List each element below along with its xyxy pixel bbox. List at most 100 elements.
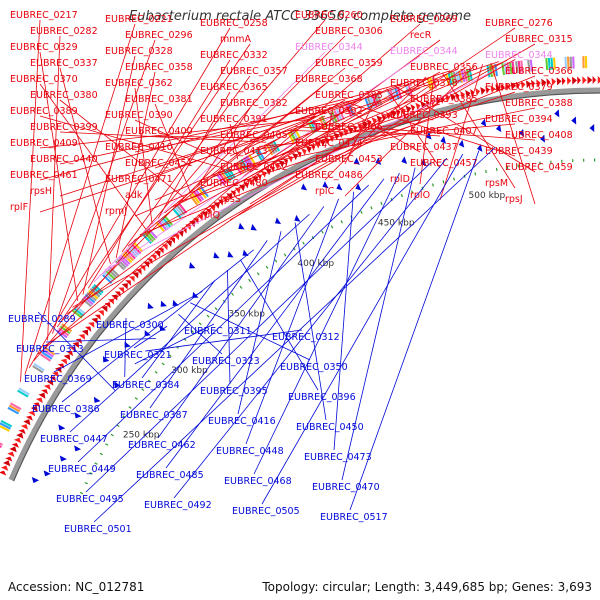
forward-gene-label: EUBREC_0381 (125, 94, 193, 105)
gene-category-block (391, 88, 398, 101)
reverse-gene-label: EUBREC_0473 (304, 452, 372, 463)
forward-gene-arrow (556, 77, 562, 86)
reverse-label-connector (245, 198, 340, 445)
forward-gene-arrow (230, 190, 236, 197)
forward-gene-label: EUBREC_0461 (10, 170, 78, 181)
reverse-gene-arrow (172, 299, 179, 307)
gene-category-block (84, 293, 96, 304)
forward-label-connector (295, 126, 441, 137)
forward-gene-label: rplC (315, 186, 335, 197)
gene-category-block (545, 58, 549, 71)
reverse-gene-arrow (238, 222, 245, 230)
gene-category-block (242, 157, 251, 169)
forward-label-connector (244, 115, 326, 156)
reverse-gene-arrow (571, 116, 577, 125)
reverse-gene-arrow (274, 217, 282, 225)
forward-gene-label: EUBREC_0394 (485, 114, 553, 125)
gene-category-block (7, 406, 20, 415)
forward-gene-label: EUBREC_0258 (200, 18, 268, 29)
forward-gene-label: rpsS (220, 194, 241, 205)
forward-label-connector (439, 64, 483, 201)
forward-gene-arrow (84, 326, 92, 332)
reverse-gene-arrow (250, 223, 257, 231)
reverse-label-connector (333, 191, 354, 451)
gene-category-block (8, 404, 21, 413)
forward-gene-arrow (213, 202, 220, 209)
forward-label-connector (37, 23, 421, 355)
forward-gene-label: EUBREC_0390 (105, 110, 173, 121)
reverse-label-connector (237, 231, 282, 415)
reverse-gene-label: EUBREC_0387 (120, 410, 188, 421)
ruler-minor-tick (256, 272, 260, 276)
forward-gene-arrow (46, 379, 54, 386)
reverse-gene-arrow (102, 356, 110, 363)
forward-gene-arrow (11, 442, 19, 448)
forward-gene-label: EUBREC_0424 (295, 138, 363, 149)
forward-label-connector (72, 43, 536, 308)
gene-category-block (118, 256, 129, 267)
forward-label-connector (324, 109, 334, 149)
forward-gene-arrow (265, 168, 272, 176)
forward-gene-arrow (3, 460, 11, 467)
gene-category-block (107, 268, 118, 279)
reverse-label-connector (149, 240, 268, 409)
gene-category-block (248, 154, 257, 166)
forward-label-connector (56, 43, 251, 328)
forward-gene-arrow (5, 456, 13, 462)
forward-gene-arrow (531, 79, 536, 88)
forward-label-connector (39, 115, 225, 169)
forward-gene-arrow (43, 384, 51, 391)
gene-category-block (396, 86, 403, 99)
forward-gene-arrow (30, 405, 38, 412)
gene-category-block (33, 362, 45, 372)
forward-gene-arrow (49, 376, 57, 382)
forward-gene-label: EUBREC_0480 (200, 178, 268, 189)
forward-gene-arrow (52, 371, 59, 378)
forward-label-connector (115, 71, 156, 258)
ruler-minor-tick (105, 443, 109, 446)
forward-label-connector (59, 70, 451, 197)
reverse-label-connector (133, 325, 168, 349)
forward-gene-label: EUBREC_0408 (505, 130, 573, 141)
accession-label: Accession: NC_012781 (8, 580, 145, 594)
reverse-gene-label: EUBREC_0462 (128, 440, 196, 451)
forward-gene-arrow (301, 148, 307, 156)
reverse-gene-label: EUBREC_0312 (272, 332, 340, 343)
forward-gene-arrow (63, 354, 71, 361)
forward-label-connector (59, 67, 111, 264)
ruler-minor-tick (330, 225, 334, 229)
forward-label-connector (170, 87, 421, 208)
reverse-gene-label: EUBREC_0505 (232, 506, 300, 517)
gene-category-block (564, 56, 568, 69)
reverse-gene-arrow (242, 249, 249, 257)
forward-gene-arrow (561, 77, 566, 86)
forward-label-connector (177, 91, 516, 203)
forward-label-connector (386, 88, 441, 169)
reverse-gene-label: EUBREC_0501 (64, 524, 132, 535)
forward-gene-label: EUBREC_0328 (105, 46, 173, 57)
ruler-minor-tick (248, 278, 251, 283)
forward-gene-arrow (101, 305, 108, 313)
gene-category-block (120, 254, 131, 265)
forward-gene-label: rpmJ (105, 206, 127, 217)
reverse-label-connector (294, 222, 327, 421)
forward-gene-arrow (150, 254, 157, 261)
forward-gene-arrow (69, 346, 77, 353)
reverse-gene-label: EUBREC_0485 (136, 470, 204, 481)
forward-gene-label: rpsJ (505, 194, 523, 205)
forward-gene-arrow (20, 424, 29, 430)
gene-category-block (163, 215, 173, 226)
forward-gene-arrow (577, 76, 581, 85)
reverse-label-connector (141, 280, 216, 379)
forward-label-connector (217, 107, 536, 174)
reverse-gene-label: EUBREC_0386 (32, 404, 100, 415)
forward-gene-arrow (66, 350, 74, 357)
gene-category-block (71, 309, 83, 319)
forward-gene-arrow (305, 145, 312, 154)
forward-gene-arrow (222, 196, 228, 203)
forward-gene-label: EUBREC_0388 (505, 98, 573, 109)
gene-category-block (0, 445, 2, 449)
reverse-gene-arrow (74, 445, 82, 452)
gene-category-block (157, 220, 168, 231)
reverse-gene-arrow (58, 424, 66, 431)
